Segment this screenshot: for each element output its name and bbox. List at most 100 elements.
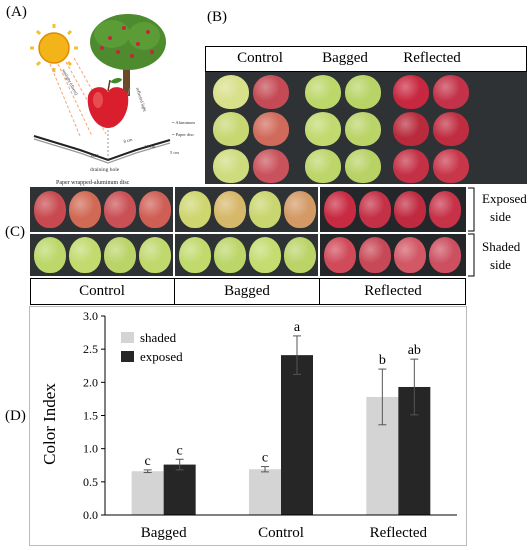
- draining-hole-label: draining hole: [90, 167, 120, 173]
- apple-photo: [345, 112, 381, 146]
- significance-letter: a: [294, 320, 301, 335]
- apple-photo: [324, 237, 356, 273]
- apple-photo: [345, 75, 381, 109]
- panel-c-divider-2: [319, 278, 320, 305]
- y-tick-label: 1.5: [83, 409, 98, 423]
- panel-c-label: (C): [5, 224, 25, 240]
- legend-swatch-shaded: [121, 332, 134, 343]
- x-tick-label: Bagged: [141, 525, 187, 541]
- apple-photo: [284, 191, 316, 228]
- apple-photo: [249, 237, 281, 273]
- y-tick-label: 1.0: [83, 442, 98, 456]
- reflected-light-label: reflected light: [135, 87, 148, 113]
- apple-photo: [213, 75, 249, 109]
- panel-c-exposed-bagged: [175, 187, 318, 232]
- panel-c-group-control: Control: [79, 283, 125, 299]
- apple-photo: [393, 112, 429, 146]
- legend-swatch-exposed: [121, 351, 134, 362]
- apple-photo: [393, 149, 429, 183]
- apple-photo: [324, 191, 356, 228]
- apple-photo: [393, 75, 429, 109]
- apple-photo: [305, 75, 341, 109]
- apple-photo: [253, 75, 289, 109]
- dim-8cm-label: 8 cm: [123, 137, 133, 144]
- panel-b-header-control: Control: [237, 50, 283, 66]
- apple-photo: [429, 237, 461, 273]
- panel-c-shaded-reflected: [320, 234, 466, 276]
- bar-exposed: [281, 355, 313, 515]
- apple-photo: [305, 112, 341, 146]
- panel-b-label: (B): [207, 9, 227, 25]
- panel-c-shaded-bagged: [175, 234, 318, 276]
- x-tick-label: Reflected: [370, 525, 428, 541]
- red-apple-icon: [87, 78, 129, 128]
- apple-photo: [359, 191, 391, 228]
- apple-photo: [213, 149, 249, 183]
- apple-photo: [34, 237, 66, 273]
- apple-tree-icon: [90, 14, 166, 96]
- apple-photo: [104, 191, 136, 228]
- apple-photo: [213, 112, 249, 146]
- panel-d-label: (D): [5, 408, 26, 424]
- panel-c-shaded-control: [30, 234, 173, 276]
- paper-legend: = Paper disc: [172, 132, 194, 137]
- significance-letter: c: [177, 443, 183, 458]
- panel-a-label: (A): [6, 4, 27, 20]
- diagram-caption: Paper wrapped-aluminum disc: [56, 180, 130, 186]
- aluminum-disc-icon: [33, 128, 171, 164]
- legend-label-exposed: exposed: [140, 349, 183, 364]
- apple-photo: [305, 149, 341, 183]
- bar-shaded: [249, 469, 281, 515]
- apple-photo: [214, 237, 246, 273]
- y-tick-label: 3.0: [83, 309, 98, 323]
- significance-letter: c: [262, 451, 268, 466]
- bagging-diagram: sunlight (direct) reflected light 140° 8…: [30, 14, 195, 186]
- panel-b-header: [205, 46, 527, 72]
- apple-photo: [249, 191, 281, 228]
- apple-photo: [179, 237, 211, 273]
- side-brackets: [468, 187, 475, 277]
- apple-photo: [345, 149, 381, 183]
- significance-letter: ab: [408, 343, 421, 358]
- dim-5cm-label: 5 cm: [170, 150, 179, 155]
- y-axis-label: Color Index: [40, 383, 59, 465]
- panel-c-divider-1: [174, 278, 175, 305]
- apple-photo: [433, 75, 469, 109]
- apple-photo: [433, 149, 469, 183]
- panel-c-footer: [30, 278, 466, 305]
- apple-photo: [394, 191, 426, 228]
- apple-photo: [359, 237, 391, 273]
- apple-photo: [253, 112, 289, 146]
- x-tick-label: Control: [258, 525, 304, 541]
- aluminum-legend: = Aluminum: [172, 120, 195, 125]
- angle-label: 140°: [90, 153, 99, 158]
- apple-photo: [104, 237, 136, 273]
- apple-photo: [214, 191, 246, 228]
- panel-c-group-bagged: Bagged: [224, 283, 270, 299]
- sun-icon: [30, 24, 78, 72]
- exposed-side-label: Exposed side: [482, 191, 527, 224]
- apple-photo: [433, 112, 469, 146]
- significance-letter: b: [379, 353, 386, 368]
- apple-photo: [253, 149, 289, 183]
- panel-b-header-bagged: Bagged: [322, 50, 368, 66]
- panel-b-photo: [205, 72, 527, 184]
- panel-c-exposed-control: [30, 187, 173, 232]
- apple-photo: [139, 237, 171, 273]
- bar-shaded: [131, 471, 164, 515]
- sunlight-label: sunlight (direct): [61, 68, 79, 96]
- apple-photo: [34, 191, 66, 228]
- dim-14cm-label: 14 cm: [144, 144, 156, 149]
- apple-photo: [139, 191, 171, 228]
- panel-c-group-reflected: Reflected: [364, 283, 422, 299]
- apple-photo: [69, 237, 101, 273]
- shaded-side-label: Shaded side: [482, 239, 521, 272]
- apple-photo: [429, 191, 461, 228]
- apple-photo: [394, 237, 426, 273]
- y-tick-label: 2.5: [83, 342, 98, 356]
- y-tick-label: 0.5: [83, 475, 98, 489]
- y-tick-label: 2.0: [83, 375, 98, 389]
- significance-letter: c: [145, 454, 151, 469]
- apple-photo: [69, 191, 101, 228]
